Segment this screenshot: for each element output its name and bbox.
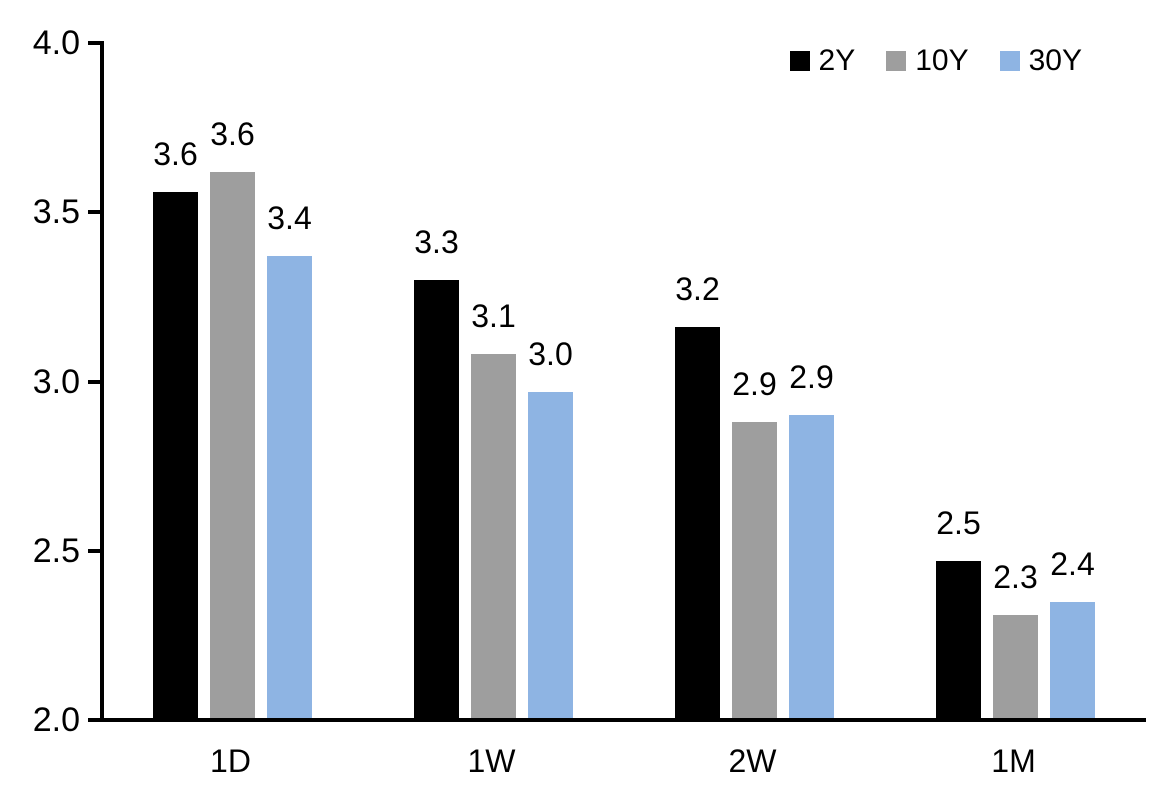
y-axis-tick-label: 4.0	[32, 24, 80, 62]
bar-10y-1d	[210, 171, 255, 720]
legend-item-30y: 30Y	[999, 44, 1082, 77]
data-label-30y-1w: 3.0	[528, 335, 573, 372]
data-label-2y-1d: 3.6	[153, 135, 198, 172]
legend-label-30y: 30Y	[1028, 44, 1082, 77]
y-axis-tick	[88, 379, 100, 384]
legend-label-10y: 10Y	[915, 44, 969, 77]
y-axis-line	[100, 41, 104, 722]
data-label-2y-1w: 3.3	[414, 223, 459, 260]
legend-item-2y: 2Y	[789, 44, 856, 77]
x-axis-line	[100, 718, 1146, 722]
legend-swatch-icon-10y	[886, 51, 907, 71]
chart-legend: 2Y 10Y 30Y	[789, 40, 1082, 82]
data-label-30y-2w: 2.9	[789, 359, 834, 396]
data-label-10y-1m: 2.3	[993, 559, 1038, 596]
data-label-2y-2w: 3.2	[675, 271, 720, 308]
bar-2y-1w	[414, 279, 459, 720]
x-axis-label-1w: 1W	[467, 743, 516, 779]
y-axis-tick-label: 2.0	[32, 701, 80, 739]
bar-30y-2w	[789, 415, 834, 720]
data-label-10y-1w: 3.1	[471, 298, 516, 335]
y-axis-tick-label: 3.0	[32, 362, 80, 401]
data-label-2y-1m: 2.5	[936, 504, 981, 541]
x-axis-label-1m: 1M	[991, 743, 1036, 779]
legend-item-10y: 10Y	[886, 44, 969, 77]
bar-2y-2w	[675, 327, 720, 720]
bar-30y-1d	[267, 256, 312, 720]
x-axis-label-1d: 1D	[210, 743, 251, 779]
x-axis-label-2w: 2W	[728, 743, 777, 779]
y-axis-tick	[88, 548, 100, 553]
bar-2y-1m	[936, 560, 981, 720]
data-label-30y-1m: 2.4	[1050, 545, 1095, 582]
bar-30y-1m	[1050, 601, 1095, 720]
y-axis-tick	[88, 210, 100, 215]
data-label-10y-2w: 2.9	[732, 366, 777, 403]
bar-10y-2w	[732, 422, 777, 720]
y-axis-tick-label: 3.5	[32, 193, 80, 232]
y-axis-tick	[88, 718, 100, 722]
bar-2y-1d	[153, 191, 198, 720]
data-label-30y-1d: 3.4	[267, 200, 312, 237]
bar-30y-1w	[528, 391, 573, 720]
legend-swatch-icon-30y	[999, 51, 1020, 71]
legend-swatch-icon-2y	[789, 51, 810, 71]
bar-10y-1w	[471, 354, 516, 720]
y-axis-tick	[88, 41, 100, 45]
bar-10y-1m	[993, 615, 1038, 720]
data-label-10y-1d: 3.6	[210, 115, 255, 152]
legend-label-2y: 2Y	[818, 44, 856, 77]
y-axis-tick-label: 2.5	[32, 531, 80, 570]
